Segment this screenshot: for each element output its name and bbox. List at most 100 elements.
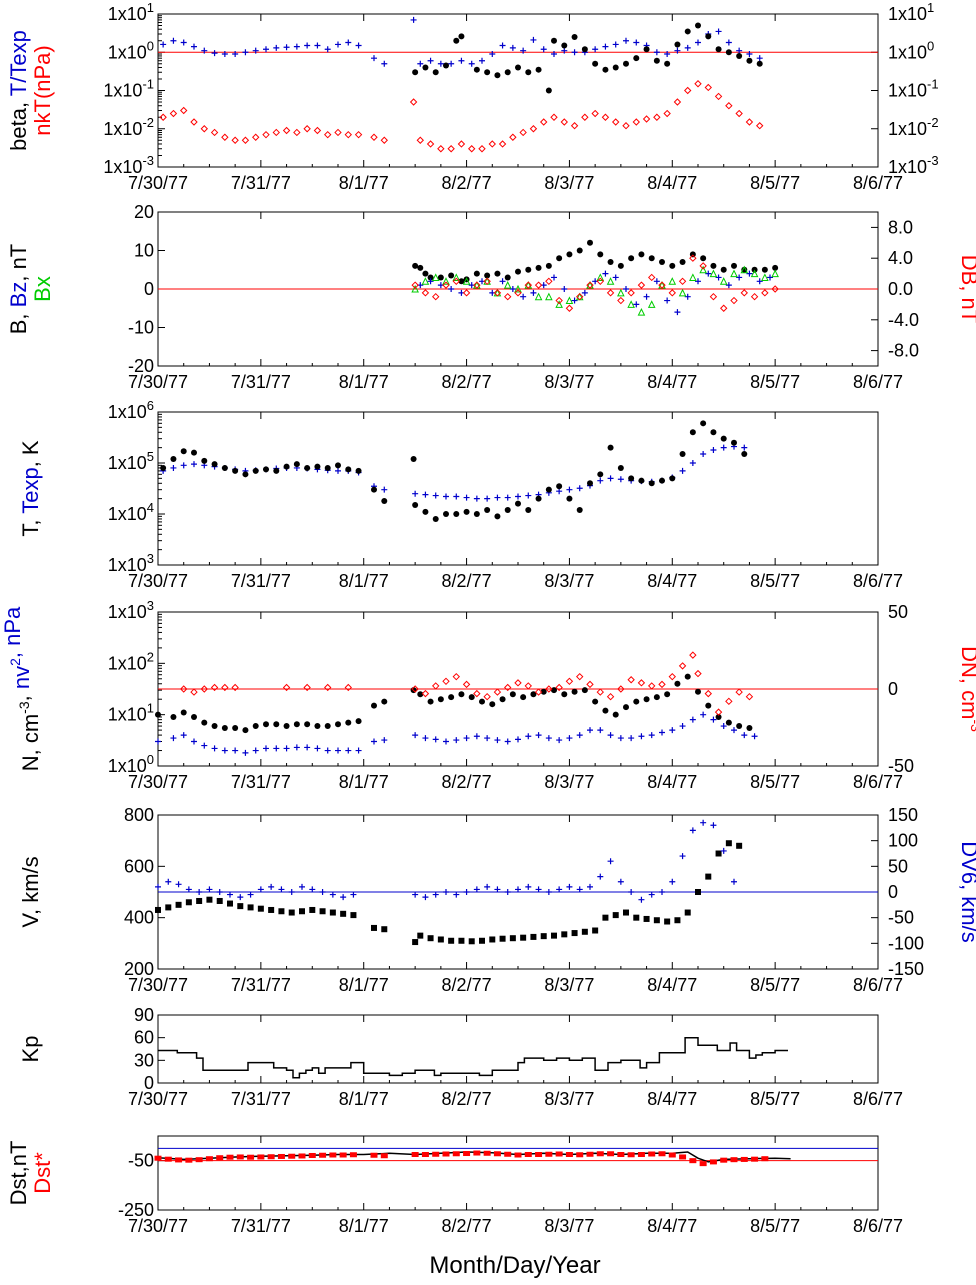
data-point [725,282,732,289]
data-point [731,262,737,269]
data-point [520,694,527,701]
data-point [555,1151,563,1157]
x-tick-label: 8/2/77 [442,372,492,392]
data-point [154,1155,162,1161]
data-point [350,912,357,919]
data-point [299,908,305,915]
data-point [350,891,357,898]
data-point [592,60,599,67]
panel-beta: 7/30/77 7/31/77 8/1/77 8/2/77 8/3/77 8/4/77 8/… [6,13,903,193]
data-point [175,881,182,888]
data-point [468,60,475,67]
data-point [638,896,645,903]
data-point [756,60,763,67]
data-point [746,51,753,58]
data-point [211,50,218,57]
x-tick-label: 8/3/77 [544,173,594,193]
data-point [242,49,249,56]
data-point [555,683,563,692]
data-point [191,714,197,721]
data-point [669,727,676,734]
data-point [551,687,557,694]
data-point [561,931,568,938]
y2-tick-label: 1x10-2 [888,115,939,139]
data-point [633,301,640,308]
data-point [627,289,635,297]
data-point [412,732,419,739]
series-black-square [155,840,743,946]
data-point [494,513,501,520]
data-point [581,687,588,694]
data-point [668,672,676,681]
data-point [299,883,305,890]
data-point [232,51,239,58]
data-point [700,451,707,458]
data-point [411,281,419,289]
x-tick-label: 8/4/77 [647,173,697,193]
y2-tick-label: -50 [888,908,914,928]
data-point [412,490,419,497]
data-point [170,464,177,471]
data-point [725,840,732,847]
data-point [221,747,228,754]
series-black-dot [155,673,753,734]
data-point [714,708,723,716]
data-point [761,289,769,297]
data-point [535,66,542,73]
data-point [165,904,172,911]
y-tick-label: 1x100 [108,752,154,776]
data-point [623,286,629,292]
data-point [422,491,429,498]
data-point [643,46,650,53]
data-point [710,262,717,269]
data-point [509,44,516,51]
series-line [158,1036,788,1079]
data-point [437,145,445,153]
y2-tick-label: -8.0 [888,341,919,361]
y2-tick-label: -50 [888,756,914,776]
data-point [498,140,507,148]
data-point [355,42,362,49]
data-point [448,286,455,292]
data-point [432,492,439,499]
data-point [201,742,208,749]
data-point [689,429,696,436]
data-point [730,296,738,305]
data-point [751,1156,759,1162]
data-point [191,738,197,745]
data-point [458,278,465,285]
series-black-step [158,1036,788,1079]
data-point [551,51,557,58]
data-point [463,1151,471,1157]
data-point [232,724,239,731]
y-tick-label: 1x10-3 [103,153,154,177]
data-point [540,118,548,126]
data-point [160,464,167,471]
data-point [324,46,331,53]
data-point [221,724,228,731]
data-point [381,497,388,504]
data-point [664,918,671,925]
data-point [566,251,573,258]
x-tick-label: 7/30/77 [128,173,188,193]
data-point [484,495,491,502]
data-point [736,274,743,281]
data-point [457,140,466,148]
data-point [473,689,481,698]
y-tick-label: 1x101 [108,0,154,24]
data-point [442,281,450,289]
data-point [242,749,249,756]
data-point [566,883,573,890]
data-point [731,727,737,734]
data-point [515,886,521,893]
data-point [679,1154,687,1160]
data-point [576,672,584,681]
data-point [545,889,552,895]
data-point [282,126,291,135]
data-point [313,126,322,135]
data-point [231,136,239,144]
data-point [309,886,316,893]
data-point [647,300,656,308]
data-point [699,265,707,274]
data-point [504,69,511,76]
